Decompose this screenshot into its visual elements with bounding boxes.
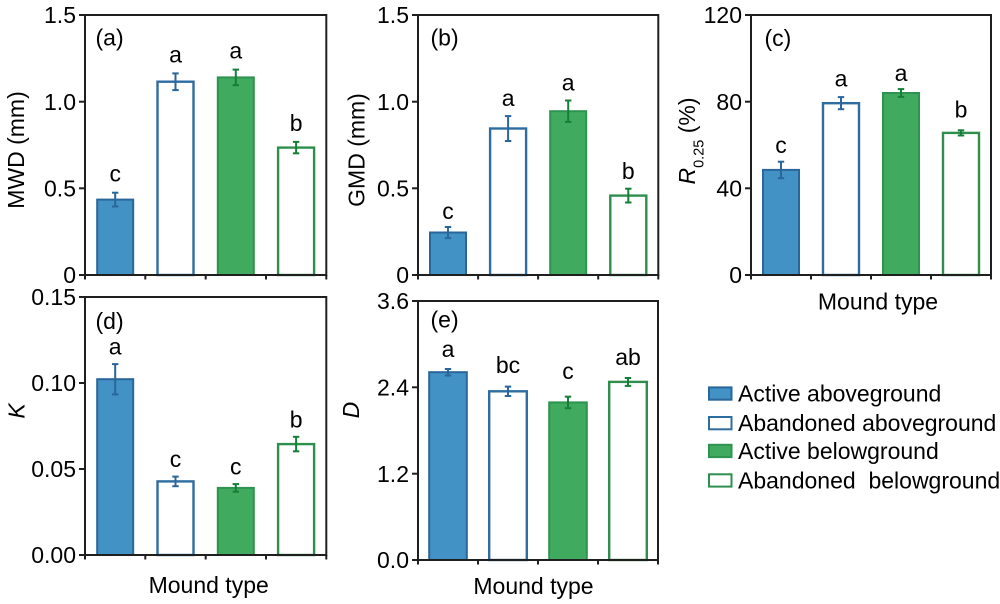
svg-text:b: b bbox=[622, 158, 635, 184]
svg-text:1.0: 1.0 bbox=[377, 89, 409, 115]
svg-text:c: c bbox=[109, 161, 121, 187]
svg-text:(e): (e) bbox=[431, 307, 459, 333]
svg-text:120: 120 bbox=[704, 2, 742, 28]
svg-text:40: 40 bbox=[716, 176, 742, 202]
svg-text:3.6: 3.6 bbox=[377, 288, 409, 314]
svg-text:K: K bbox=[4, 402, 30, 419]
svg-text:0.5: 0.5 bbox=[377, 176, 409, 202]
svg-text:Active belowground: Active belowground bbox=[738, 438, 939, 464]
svg-text:a: a bbox=[229, 38, 242, 64]
svg-text:0.10: 0.10 bbox=[31, 370, 76, 396]
svg-text:1.5: 1.5 bbox=[44, 2, 76, 28]
svg-text:Mound type: Mound type bbox=[818, 289, 938, 315]
svg-text:a: a bbox=[169, 41, 182, 67]
svg-text:a: a bbox=[109, 334, 122, 360]
svg-text:D: D bbox=[338, 402, 364, 419]
svg-text:2.4: 2.4 bbox=[377, 375, 409, 401]
svg-text:0.15: 0.15 bbox=[31, 284, 76, 310]
svg-text:a: a bbox=[562, 70, 575, 96]
svg-text:R0.25 (%): R0.25 (%) bbox=[674, 97, 708, 184]
svg-text:(a): (a) bbox=[96, 24, 124, 50]
svg-text:c: c bbox=[562, 358, 574, 384]
svg-text:c: c bbox=[170, 446, 182, 472]
svg-text:(b): (b) bbox=[431, 24, 459, 50]
svg-text:c: c bbox=[230, 454, 242, 480]
svg-text:0: 0 bbox=[396, 262, 409, 288]
svg-text:b: b bbox=[290, 406, 303, 432]
svg-text:bc: bc bbox=[496, 352, 520, 378]
svg-text:0.0: 0.0 bbox=[377, 547, 409, 573]
svg-text:GMD (mm): GMD (mm) bbox=[344, 93, 370, 207]
svg-text:c: c bbox=[442, 198, 454, 224]
svg-text:(d): (d) bbox=[96, 308, 124, 334]
svg-text:a: a bbox=[502, 85, 515, 111]
svg-text:80: 80 bbox=[716, 89, 742, 115]
svg-text:a: a bbox=[442, 336, 455, 362]
svg-text:0.05: 0.05 bbox=[31, 456, 76, 482]
svg-text:b: b bbox=[290, 110, 303, 136]
svg-text:Abandoned belowground: Abandoned belowground bbox=[738, 467, 1000, 493]
svg-text:a: a bbox=[835, 66, 848, 92]
svg-text:Abandoned aboveground: Abandoned aboveground bbox=[738, 410, 996, 436]
svg-text:0.5: 0.5 bbox=[44, 176, 76, 202]
svg-text:1.0: 1.0 bbox=[44, 89, 76, 115]
svg-text:0.00: 0.00 bbox=[31, 542, 76, 568]
svg-text:c: c bbox=[775, 132, 787, 158]
svg-text:Mound type: Mound type bbox=[473, 573, 593, 599]
svg-text:0: 0 bbox=[729, 262, 742, 288]
svg-text:(c): (c) bbox=[765, 25, 792, 51]
svg-text:Active aboveground: Active aboveground bbox=[738, 381, 941, 407]
svg-text:MWD (mm): MWD (mm) bbox=[3, 91, 29, 209]
svg-text:0: 0 bbox=[63, 262, 76, 288]
svg-text:ab: ab bbox=[615, 344, 641, 370]
svg-text:1.2: 1.2 bbox=[377, 461, 409, 487]
svg-text:Mound type: Mound type bbox=[149, 572, 269, 598]
svg-text:1.5: 1.5 bbox=[377, 2, 409, 28]
svg-text:a: a bbox=[895, 60, 908, 86]
svg-text:b: b bbox=[955, 97, 968, 123]
